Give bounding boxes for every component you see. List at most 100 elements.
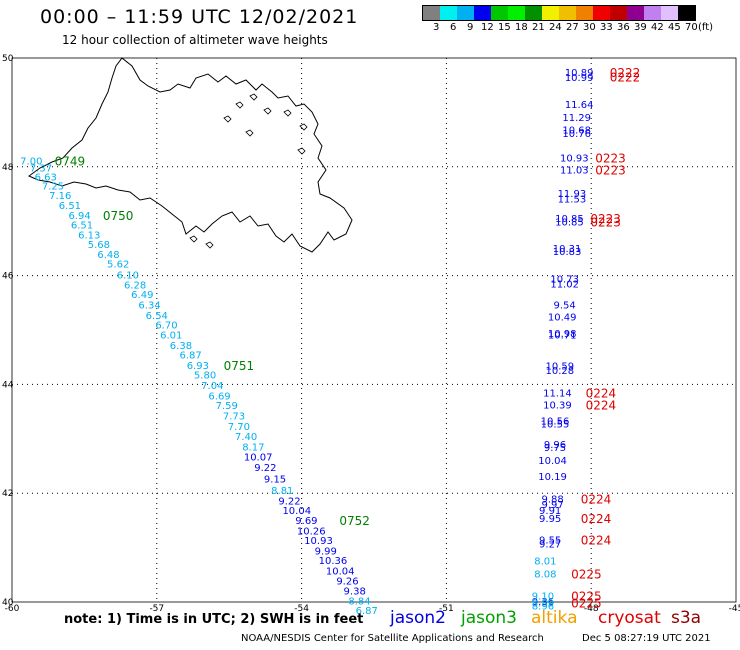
- swh-value-jason2-cyan: 7.59: [216, 401, 238, 412]
- swh-value-cryosat-blue: 9.27: [539, 539, 561, 550]
- legend-label: 9: [467, 22, 474, 33]
- pass-time-label-cryosat: 0223: [595, 164, 626, 178]
- island-outline: [283, 109, 292, 117]
- swh-value-cryosat-blue: 10.59: [546, 361, 575, 372]
- swh-value-cryosat-blue: 11.02: [550, 279, 579, 290]
- legend-swatch: [457, 6, 474, 20]
- swh-value-jason2-blue: 10.04: [326, 567, 355, 578]
- swh-value-jason2-cyan: 7.16: [49, 191, 71, 202]
- legend-label: 21: [532, 22, 545, 33]
- swh-value-jason2-cyan: 6.70: [155, 321, 177, 332]
- pass-time-label-jason3: 0752: [339, 514, 370, 528]
- swh-value-jason2-cyan: 6.38: [170, 341, 192, 352]
- swh-value-cryosat-cyan: 8.01: [534, 557, 556, 568]
- swh-value-jason2-blue: 9.15: [264, 475, 286, 486]
- swh-value-jason2-cyan: 6.48: [97, 250, 119, 261]
- swh-value-cryosat-blue: 10.39: [543, 401, 572, 412]
- island-outline: [297, 147, 306, 155]
- swh-value-jason2-cyan: 7.25: [42, 181, 64, 192]
- legend-swatch: [644, 6, 661, 20]
- swh-value-cryosat-blue: 11.93: [558, 189, 587, 200]
- swh-value-jason2-cyan: 6.34: [138, 301, 160, 312]
- swh-value-cryosat-blue: 10.56: [541, 416, 570, 427]
- swh-value-cryosat-cyan: 8.96: [532, 601, 554, 612]
- pass-time-label-cryosat: 0224: [581, 493, 612, 507]
- swh-value-jason2-blue: 9.26: [336, 576, 358, 587]
- pass-time-label-cryosat: 0223: [590, 215, 621, 229]
- legend-label: 39: [634, 22, 647, 33]
- swh-value-jason2-cyan: 6.51: [71, 221, 93, 232]
- legend-label: 36: [617, 22, 630, 33]
- satellite-label-jason2: jason2: [390, 608, 446, 628]
- footer-credit: NOAA/NESDIS Center for Satellite Applica…: [241, 633, 544, 644]
- legend-swatch: [678, 6, 695, 20]
- swh-value-jason2-blue: 9.99: [315, 546, 337, 557]
- legend-label: 30: [583, 22, 596, 33]
- swh-value-jason2-cyan: 6.93: [187, 361, 209, 372]
- pass-time-label-cryosat: 0225: [571, 590, 602, 604]
- satellite-label-s3a: s3a: [671, 608, 702, 628]
- swh-value-cryosat-blue: 10.49: [548, 312, 577, 323]
- legend-swatch: [525, 6, 542, 20]
- legend-label: 42: [651, 22, 664, 33]
- lat-tick-label: 50: [2, 54, 14, 64]
- lon-tick-label: -54: [294, 604, 309, 614]
- lon-tick-label: -51: [439, 604, 454, 614]
- island-outline: [299, 123, 308, 131]
- swh-value-jason2-cyan: 6.87: [356, 606, 378, 617]
- swh-value-cryosat-blue: 10.83: [553, 247, 582, 258]
- lat-tick-label: 46: [2, 272, 14, 282]
- swh-value-jason2-cyan: 7.04: [201, 381, 223, 392]
- swh-value-jason2-blue: 9.22: [254, 463, 276, 474]
- swh-value-jason2-cyan: 6.63: [35, 173, 57, 184]
- pass-time-label-jason3: 0750: [103, 209, 134, 223]
- legend-swatch: [423, 6, 440, 20]
- legend-swatch: [627, 6, 644, 20]
- legend-label: 70: [685, 22, 698, 33]
- pass-time-label-cryosat: 0222: [610, 71, 641, 85]
- swh-value-jason2-cyan: 6.54: [146, 311, 168, 322]
- swh-value-jason2-cyan: 7.00: [20, 156, 42, 167]
- swh-value-cryosat-blue: 9.96: [544, 440, 566, 451]
- legend-label: 24: [549, 22, 562, 33]
- swh-value-cryosat-blue: 10.28: [546, 366, 575, 377]
- swh-value-cryosat-blue: 10.93: [560, 154, 589, 165]
- swh-value-cryosat-blue: 10.89: [565, 68, 594, 79]
- swh-value-jason2-cyan: 6.94: [68, 211, 90, 222]
- pass-time-label-cryosat: 0223: [595, 152, 626, 166]
- swh-value-cryosat-blue: 10.99: [565, 73, 594, 84]
- swh-value-cryosat-cyan: 9.10: [532, 592, 554, 603]
- swh-value-cryosat-blue: 9.91: [539, 506, 561, 517]
- swh-value-jason2-blue: 9.22: [278, 496, 300, 507]
- color-legend-labels: 3 6 9 12 15 18 21 24 27 30 33 36 39 42 45 70 (ft): [422, 22, 740, 34]
- lat-tick-label: 42: [2, 489, 13, 499]
- swh-value-cryosat-blue: 10.55: [541, 420, 570, 431]
- legend-swatch: [474, 6, 491, 20]
- swh-value-cryosat-blue: 10.04: [538, 456, 567, 467]
- island-outline: [189, 235, 198, 243]
- swh-value-cryosat-blue: 10.73: [550, 274, 579, 285]
- swh-value-jason2-cyan: 8.81: [271, 486, 293, 497]
- pass-time-label-cryosat: 0222: [610, 66, 641, 80]
- swh-value-cryosat-cyan: 8.89: [532, 599, 554, 610]
- swh-value-cryosat-blue: 10.71: [548, 330, 577, 341]
- swh-value-jason2-cyan: 8.84: [348, 596, 370, 607]
- pass-time-label-cryosat: 0224: [581, 534, 612, 548]
- legend-swatch: [610, 6, 627, 20]
- swh-value-jason2-cyan: 7.40: [235, 432, 257, 443]
- legend-swatch: [593, 6, 610, 20]
- swh-value-jason2-blue: 9.69: [295, 516, 317, 527]
- swh-value-jason2-blue: 10.36: [319, 556, 348, 567]
- swh-value-cryosat-blue: 11.53: [558, 194, 587, 205]
- lat-tick-label: 44: [2, 380, 14, 390]
- swh-value-jason2-blue: 10.07: [244, 452, 273, 463]
- island-outline: [245, 129, 254, 137]
- legend-label: 27: [566, 22, 579, 33]
- island-outline: [235, 101, 244, 109]
- legend-label: 12: [481, 22, 494, 33]
- swh-value-jason2-cyan: 5.62: [107, 260, 129, 271]
- lon-tick-label: -48: [584, 604, 599, 614]
- swh-value-cryosat-blue: 9.55: [539, 536, 561, 547]
- legend-label: 6: [450, 22, 457, 33]
